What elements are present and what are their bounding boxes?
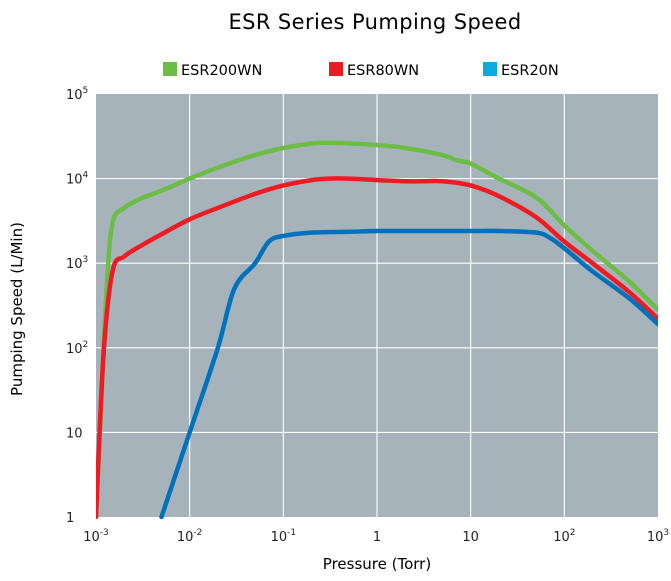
legend-swatch-esr200wn — [163, 62, 177, 76]
x-tick-label: 1 — [373, 530, 381, 545]
series-line-esr200wn — [96, 140, 658, 519]
legend-label-esr20n: ESR20N — [501, 63, 559, 79]
legend-label-esr200wn: ESR200WN — [181, 63, 262, 79]
legend-label-esr80wn: ESR80WN — [347, 63, 419, 79]
y-axis-ticks: 1 10 102 103 104 105 — [66, 86, 89, 526]
legend-swatch-esr20n — [483, 62, 497, 76]
y-axis-label: Pumping Speed (L/Min) — [8, 222, 26, 396]
chart-title: ESR Series Pumping Speed — [228, 10, 521, 34]
y-tick-label: 10 — [66, 426, 83, 441]
x-tick-label: 10-1 — [271, 528, 297, 545]
legend-swatch-esr80wn — [329, 62, 343, 76]
x-tick-label: 102 — [553, 528, 575, 545]
chart-legend: ESR200WN ESR80WN ESR20N — [163, 62, 559, 79]
series-line-esr80wn — [96, 176, 658, 519]
x-tick-label: 10-3 — [83, 528, 109, 545]
x-tick-label: 10-2 — [177, 528, 203, 545]
x-axis-ticks: 10-3 10-2 10-1 1 10 102 103 — [83, 528, 669, 545]
data-series — [96, 140, 658, 519]
x-axis-label: Pressure (Torr) — [323, 555, 431, 573]
y-tick-label: 1 — [66, 511, 74, 526]
series-line-esr20n — [159, 228, 658, 519]
x-tick-label: 103 — [647, 528, 669, 545]
x-tick-label: 10 — [462, 530, 479, 545]
y-tick-label: 104 — [66, 171, 89, 188]
y-tick-label: 105 — [66, 86, 88, 103]
y-tick-label: 103 — [66, 255, 88, 272]
y-tick-label: 102 — [66, 340, 88, 357]
